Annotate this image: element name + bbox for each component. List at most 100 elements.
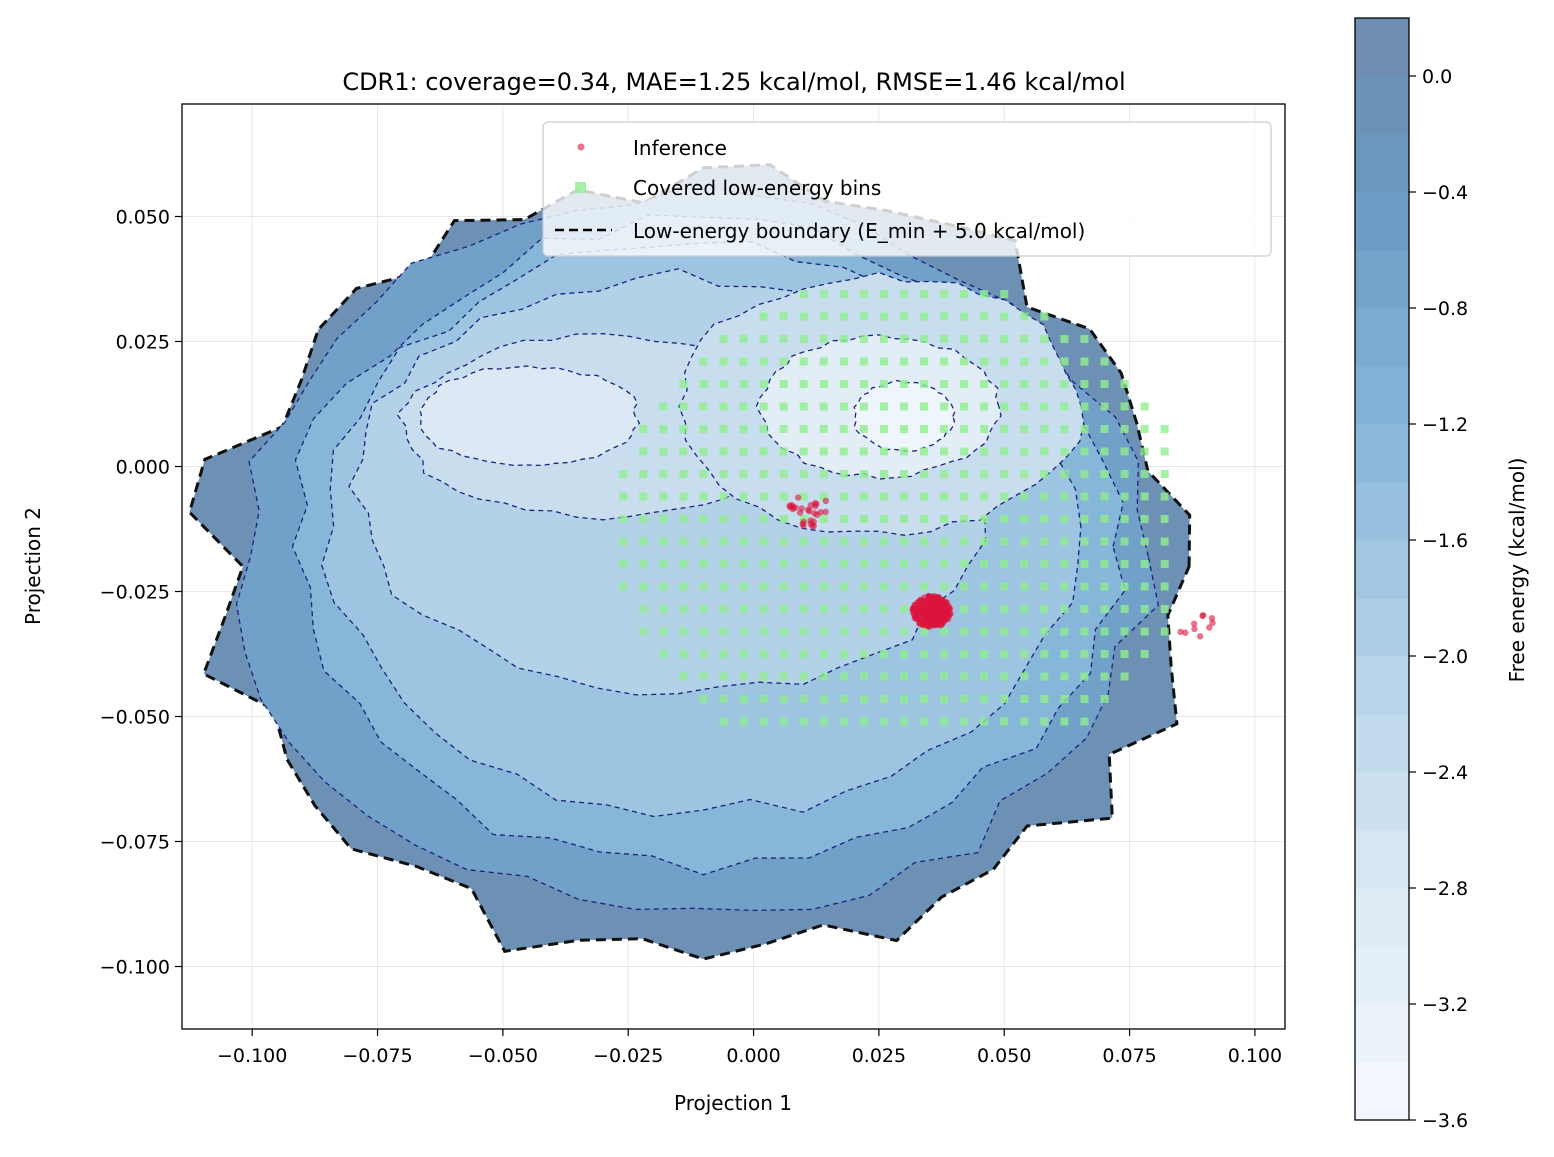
covered-bin-152 (859, 447, 868, 456)
x-tick-label-1: −0.075 (342, 1045, 412, 1067)
covered-bin-161 (1040, 447, 1049, 456)
covered-bin-57 (940, 357, 949, 366)
covered-bin-332 (1100, 582, 1109, 591)
covered-bin-324 (940, 582, 949, 591)
covered-bin-329 (1040, 582, 1049, 591)
inference-point-218 (925, 594, 933, 601)
covered-bin-247 (1080, 515, 1089, 523)
covered-bin-278 (1140, 537, 1149, 546)
covered-bin-297 (960, 560, 969, 568)
covered-bin-372 (819, 627, 828, 636)
covered-bin-208 (859, 492, 868, 501)
covered-bin-130 (960, 425, 969, 433)
covered-bin-386 (1100, 627, 1109, 636)
covered-bin-149 (799, 447, 808, 456)
covered-bin-411 (1080, 650, 1089, 658)
covered-bin-445 (839, 695, 848, 703)
covered-bin-306 (1140, 560, 1149, 568)
covered-bin-237 (879, 515, 888, 523)
covered-bin-441 (759, 695, 768, 703)
covered-bin-139 (1140, 425, 1149, 433)
covered-bin-267 (920, 537, 929, 546)
covered-bin-346 (839, 605, 848, 613)
inference-point-259 (941, 609, 948, 616)
inference-point-287 (794, 494, 802, 501)
covered-bin-164 (1100, 447, 1109, 456)
covered-bin-193 (1120, 470, 1129, 478)
covered-bin-471 (960, 717, 969, 726)
covered-bin-309 (639, 582, 648, 591)
covered-bin-168 (619, 470, 628, 478)
covered-bin-476 (1060, 717, 1069, 726)
covered-bin-397 (799, 650, 808, 658)
inference-point-221 (910, 606, 917, 614)
covered-bin-290 (819, 560, 828, 568)
y-tick-label-4: −0.050 (100, 707, 170, 729)
covered-bin-184 (940, 470, 949, 478)
colorbar-band-3 (1355, 888, 1409, 947)
covered-bin-298 (980, 560, 989, 568)
covered-bin-0 (799, 290, 808, 298)
covered-bin-219 (1080, 492, 1089, 501)
covered-bin-85 (1060, 380, 1069, 388)
covered-bin-5 (899, 290, 908, 298)
covered-bin-319 (839, 582, 848, 591)
covered-bin-348 (879, 605, 888, 613)
covered-bin-39 (980, 335, 989, 343)
legend-box (542, 121, 1272, 257)
covered-bin-349 (899, 605, 908, 613)
covered-bin-453 (1000, 695, 1009, 703)
covered-bin-387 (1120, 627, 1129, 636)
covered-bin-151 (839, 447, 848, 456)
covered-bin-286 (739, 560, 748, 568)
covered-bin-435 (1080, 672, 1089, 681)
colorbar-tick-label-9: −3.6 (1422, 1110, 1468, 1132)
y-tick-label-0: 0.050 (116, 207, 170, 229)
inference-point-293 (1199, 611, 1207, 619)
covered-bin-54 (879, 357, 888, 366)
covered-bin-144 (699, 447, 708, 456)
covered-bin-197 (639, 492, 648, 501)
covered-bin-26 (719, 335, 728, 343)
covered-bin-235 (839, 515, 848, 523)
covered-bin-94 (759, 402, 768, 411)
covered-bin-72 (799, 380, 808, 388)
covered-bin-263 (839, 537, 848, 546)
covered-bin-206 (819, 492, 828, 501)
covered-bin-112 (1120, 402, 1129, 411)
legend-marker-covered-bins (575, 182, 586, 193)
covered-bin-187 (1000, 470, 1009, 478)
covered-bin-279 (1160, 537, 1169, 546)
y-tick-label-2: 0.000 (116, 457, 170, 479)
colorbar-frame (1354, 17, 1410, 1121)
covered-bin-56 (920, 357, 929, 366)
covered-bin-52 (839, 357, 848, 366)
covered-bin-88 (1120, 380, 1129, 388)
covered-bin-331 (1080, 582, 1089, 591)
colorbar-tick-label-4: −1.6 (1422, 530, 1468, 552)
contour-line-level-1 (235, 182, 1160, 912)
covered-bin-272 (1020, 537, 1029, 546)
covered-bin-55 (899, 357, 908, 366)
x-tick-label-6: 0.050 (977, 1045, 1031, 1067)
covered-bin-141 (639, 447, 648, 456)
covered-bin-393 (719, 650, 728, 658)
covered-bin-159 (1000, 447, 1009, 456)
covered-bin-136 (1080, 425, 1089, 433)
y-tick-label-1: 0.025 (116, 332, 170, 354)
covered-bin-214 (980, 492, 989, 501)
covered-bin-143 (679, 447, 688, 456)
covered-bin-334 (1140, 582, 1149, 591)
covered-bin-398 (819, 650, 828, 658)
covered-bin-3 (859, 290, 868, 298)
colorbar-band-9 (1355, 540, 1409, 599)
covered-bin-67 (699, 380, 708, 388)
contour-fills (187, 163, 1192, 961)
x-axis-ticks: −0.100 −0.075 −0.050 −0.025 0.000 0.025 0.050 0… (217, 1029, 1282, 1067)
covered-bin-146 (739, 447, 748, 456)
legend-label-inference: Inference (633, 136, 727, 160)
covered-bin-66 (679, 380, 688, 388)
x-tick-label-8: 0.100 (1228, 1045, 1282, 1067)
covered-bin-252 (619, 537, 628, 546)
covered-bin-300 (1020, 560, 1029, 568)
